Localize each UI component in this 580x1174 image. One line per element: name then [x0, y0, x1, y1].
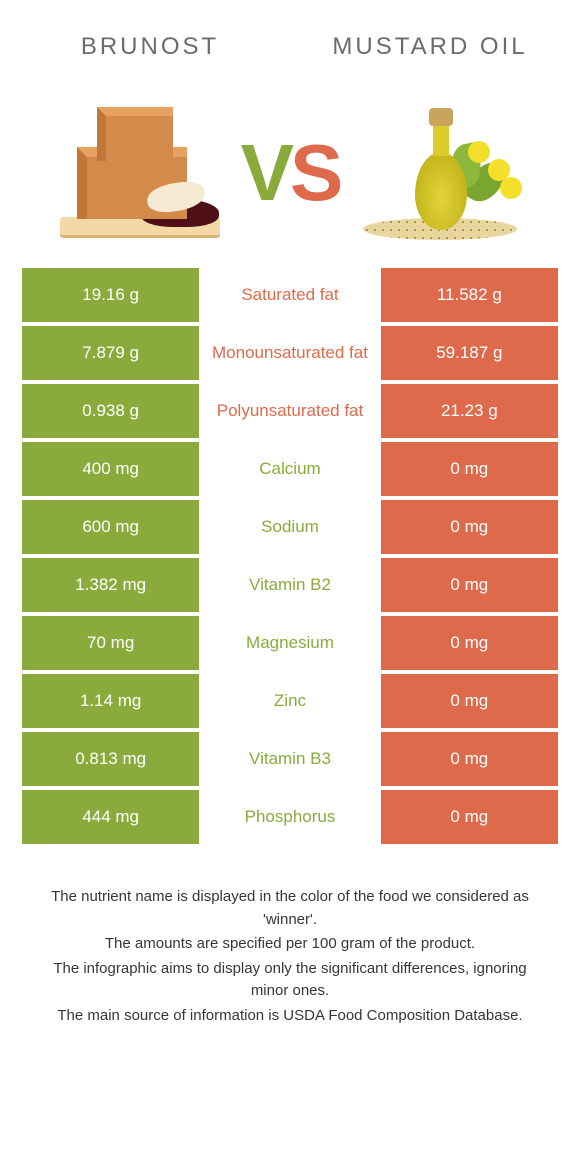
footer-line: The main source of information is USDA F… — [36, 1005, 544, 1028]
table-row: 0.813 mgVitamin B30 mg — [22, 732, 558, 786]
nutrient-label: Polyunsaturated fat — [201, 384, 378, 438]
images-row: VS — [0, 85, 580, 260]
food-left-title: Brunost — [24, 33, 276, 61]
table-row: 70 mgMagnesium0 mg — [22, 616, 558, 670]
nutrient-label: Phosphorus — [201, 790, 378, 844]
footer-line: The amounts are specified per 100 gram o… — [36, 933, 544, 956]
table-row: 1.382 mgVitamin B20 mg — [22, 558, 558, 612]
value-right: 0 mg — [379, 616, 558, 670]
value-left: 444 mg — [22, 790, 201, 844]
value-left: 7.879 g — [22, 326, 201, 380]
value-left: 70 mg — [22, 616, 201, 670]
header: Brunost Mustard oil — [0, 0, 580, 85]
footer-notes: The nutrient name is displayed in the co… — [36, 886, 544, 1027]
table-row: 444 mgPhosphorus0 mg — [22, 790, 558, 844]
value-right: 0 mg — [379, 500, 558, 554]
nutrient-label: Vitamin B3 — [201, 732, 378, 786]
food-right-image — [345, 98, 535, 248]
value-left: 400 mg — [22, 442, 201, 496]
nutrient-label: Zinc — [201, 674, 378, 728]
nutrient-label: Sodium — [201, 500, 378, 554]
table-row: 400 mgCalcium0 mg — [22, 442, 558, 496]
nutrient-label: Calcium — [201, 442, 378, 496]
value-right: 0 mg — [379, 790, 558, 844]
vs-label: VS — [241, 133, 340, 213]
cheese-icon — [55, 103, 225, 243]
oil-icon — [355, 98, 525, 248]
value-right: 59.187 g — [379, 326, 558, 380]
comparison-table: 19.16 gSaturated fat11.582 g7.879 gMonou… — [22, 268, 558, 844]
food-right-title: Mustard oil — [304, 33, 556, 61]
value-left: 1.14 mg — [22, 674, 201, 728]
value-left: 1.382 mg — [22, 558, 201, 612]
table-row: 7.879 gMonounsaturated fat59.187 g — [22, 326, 558, 380]
value-right: 0 mg — [379, 674, 558, 728]
nutrient-label: Vitamin B2 — [201, 558, 378, 612]
value-right: 0 mg — [379, 558, 558, 612]
nutrient-label: Saturated fat — [201, 268, 378, 322]
value-right: 0 mg — [379, 732, 558, 786]
table-row: 600 mgSodium0 mg — [22, 500, 558, 554]
nutrient-label: Monounsaturated fat — [201, 326, 378, 380]
vs-v: V — [241, 128, 290, 217]
nutrient-label: Magnesium — [201, 616, 378, 670]
footer-line: The nutrient name is displayed in the co… — [36, 886, 544, 931]
value-left: 19.16 g — [22, 268, 201, 322]
table-row: 0.938 gPolyunsaturated fat21.23 g — [22, 384, 558, 438]
vs-s: S — [290, 128, 339, 217]
value-left: 600 mg — [22, 500, 201, 554]
value-right: 21.23 g — [379, 384, 558, 438]
value-right: 11.582 g — [379, 268, 558, 322]
value-right: 0 mg — [379, 442, 558, 496]
table-row: 19.16 gSaturated fat11.582 g — [22, 268, 558, 322]
footer-line: The infographic aims to display only the… — [36, 958, 544, 1003]
food-left-image — [45, 98, 235, 248]
value-left: 0.813 mg — [22, 732, 201, 786]
table-row: 1.14 mgZinc0 mg — [22, 674, 558, 728]
value-left: 0.938 g — [22, 384, 201, 438]
